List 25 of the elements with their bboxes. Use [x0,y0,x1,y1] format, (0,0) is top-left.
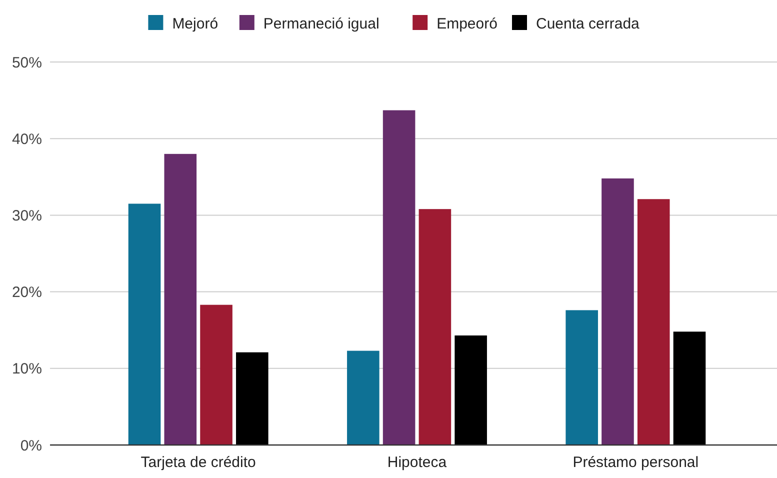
bar [454,335,487,445]
y-tick-label: 30% [12,207,42,224]
bar [236,352,268,445]
y-tick-label: 0% [20,437,42,454]
bar [347,350,380,445]
x-tick-label: Préstamo personal [572,454,699,471]
y-tick-label: 40% [12,130,42,148]
y-tick-label: 10% [12,360,42,378]
bar [637,199,670,445]
bar [164,154,197,445]
y-tick-label: 50% [12,54,42,72]
y-tick-label: 20% [12,284,42,302]
bar [128,204,161,445]
legend-label: Cuenta cerrada [536,15,640,32]
bar [566,310,598,445]
bar [200,304,232,445]
bar [382,110,416,445]
x-tick-label: Hipoteca [387,454,448,471]
bar [673,332,706,445]
legend-label: Permaneció igual [263,15,380,32]
x-tick-label: Tarjeta de crédito [140,454,256,471]
legend-label: Mejoró [172,15,218,32]
bar [602,178,634,445]
legend-label: Empeoró [436,15,498,32]
bar [418,209,452,445]
